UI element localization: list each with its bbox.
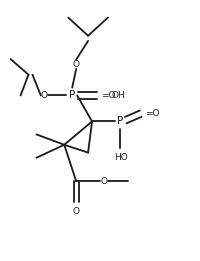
Text: O: O: [41, 91, 48, 100]
Text: OH: OH: [112, 91, 126, 100]
Text: HO: HO: [114, 153, 128, 162]
Text: O: O: [73, 207, 80, 216]
Text: =O: =O: [101, 91, 115, 100]
Text: O: O: [73, 60, 80, 69]
Text: P: P: [69, 91, 75, 100]
Text: =O: =O: [145, 109, 159, 118]
Text: O: O: [100, 177, 107, 186]
Text: P: P: [117, 116, 123, 126]
